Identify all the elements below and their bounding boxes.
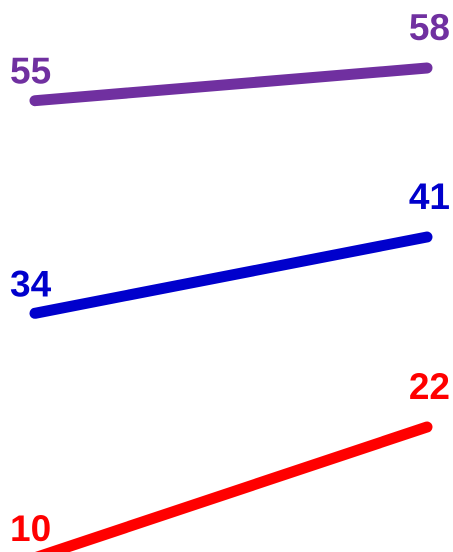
series-3-line [35,421,433,552]
series-1-end-label: 58 [409,7,450,48]
series-1-line [29,62,433,107]
series-1-start-label: 55 [10,51,51,92]
series-2-line [29,231,433,319]
series-3: 10 22 [10,366,450,552]
series-2-end-label: 41 [409,176,450,217]
series-1: 55 58 [10,7,450,107]
series-2: 34 41 [10,176,450,319]
series-layer: 55 58 34 41 10 22 [10,7,450,552]
series-2-start-label: 34 [10,263,52,304]
series-3-end-label: 22 [409,366,450,407]
series-3-start-label: 10 [10,508,51,549]
